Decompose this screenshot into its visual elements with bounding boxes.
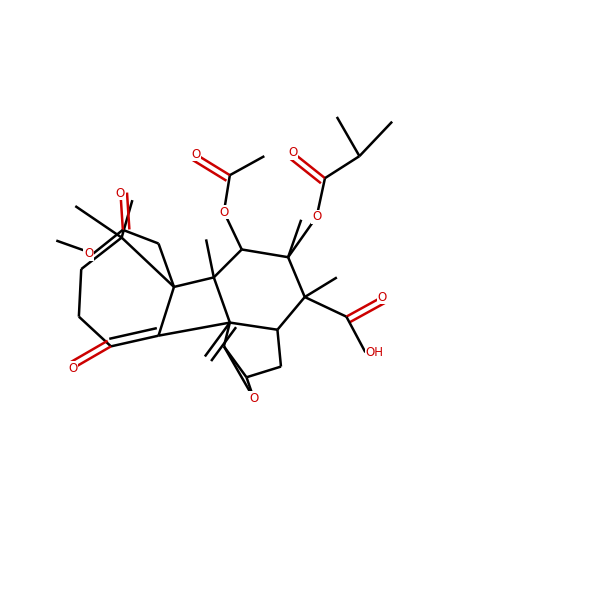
Text: O: O <box>116 187 125 199</box>
Text: O: O <box>84 247 93 260</box>
Text: O: O <box>288 146 298 159</box>
Text: O: O <box>377 290 386 304</box>
Text: O: O <box>219 206 229 218</box>
Text: OH: OH <box>365 346 383 359</box>
Text: O: O <box>249 392 258 404</box>
Text: O: O <box>191 148 200 161</box>
Text: O: O <box>312 210 321 223</box>
Text: O: O <box>68 362 77 375</box>
